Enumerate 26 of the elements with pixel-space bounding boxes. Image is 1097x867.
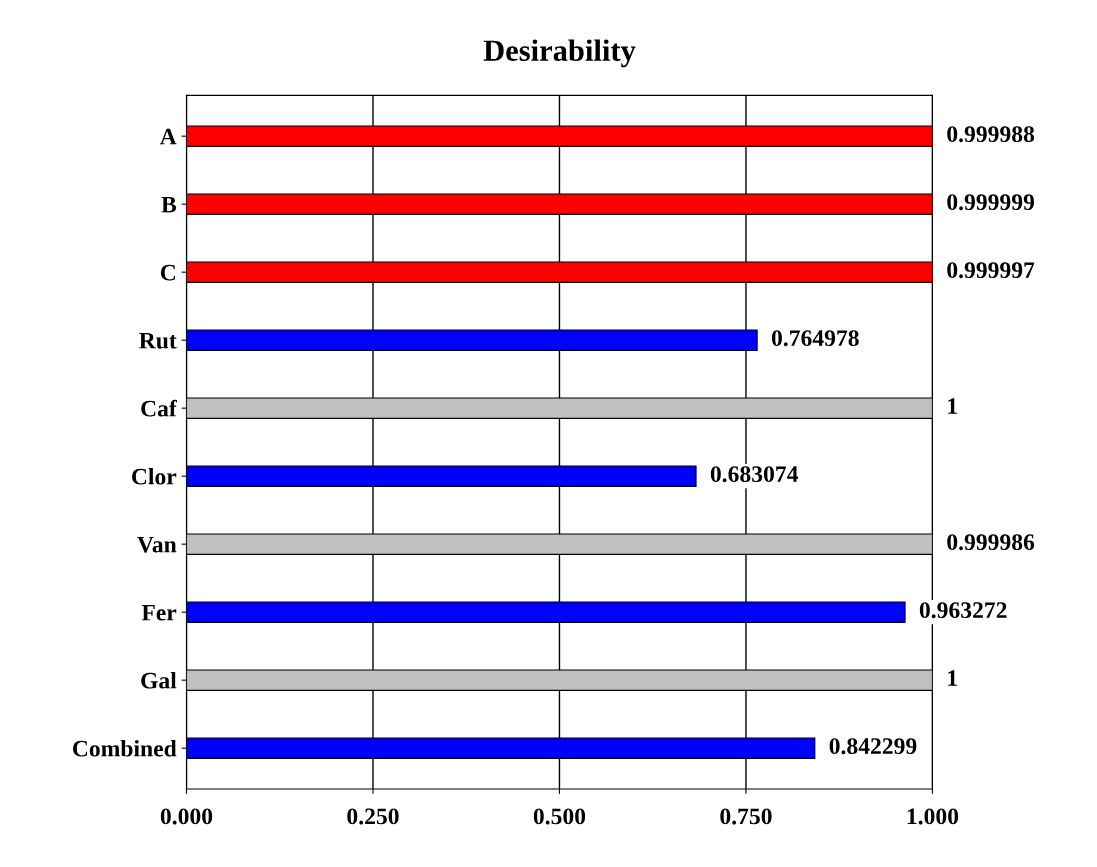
data-label: 0.999997 (947, 262, 1035, 279)
x-tick-label: 0.500 (533, 808, 586, 825)
data-label: 0.842299 (829, 738, 917, 755)
data-label: 1 (948, 398, 957, 414)
x-tick-label: 0.250 (347, 808, 399, 825)
y-tick-label: Combined (72, 739, 177, 757)
y-tick-label: Rut (139, 332, 177, 349)
data-label: 0.683074 (710, 466, 799, 483)
data-label: 1 (948, 670, 957, 686)
x-tick-label: 0.750 (720, 808, 772, 825)
data-label: 0.963272 (919, 602, 1007, 619)
y-tick-label: Van (137, 536, 177, 553)
data-label: 0.999988 (947, 126, 1035, 143)
y-tick-label: Clor (132, 467, 177, 485)
y-tick-label: B (161, 196, 177, 213)
chart-title: Desirability (483, 39, 636, 68)
y-tick-label: C (160, 264, 175, 281)
data-label: 0.999986 (947, 534, 1035, 551)
x-tick-label: 1.000 (907, 808, 959, 825)
y-tick-label: Fer (141, 604, 177, 621)
y-tick-label: Caf (141, 399, 177, 417)
data-label: 0.764978 (771, 330, 859, 347)
y-tick-label: A (159, 128, 177, 145)
x-tick-label: 0.000 (160, 808, 213, 825)
y-tick-label: Gal (141, 671, 177, 689)
data-label: 0.999999 (947, 194, 1035, 211)
